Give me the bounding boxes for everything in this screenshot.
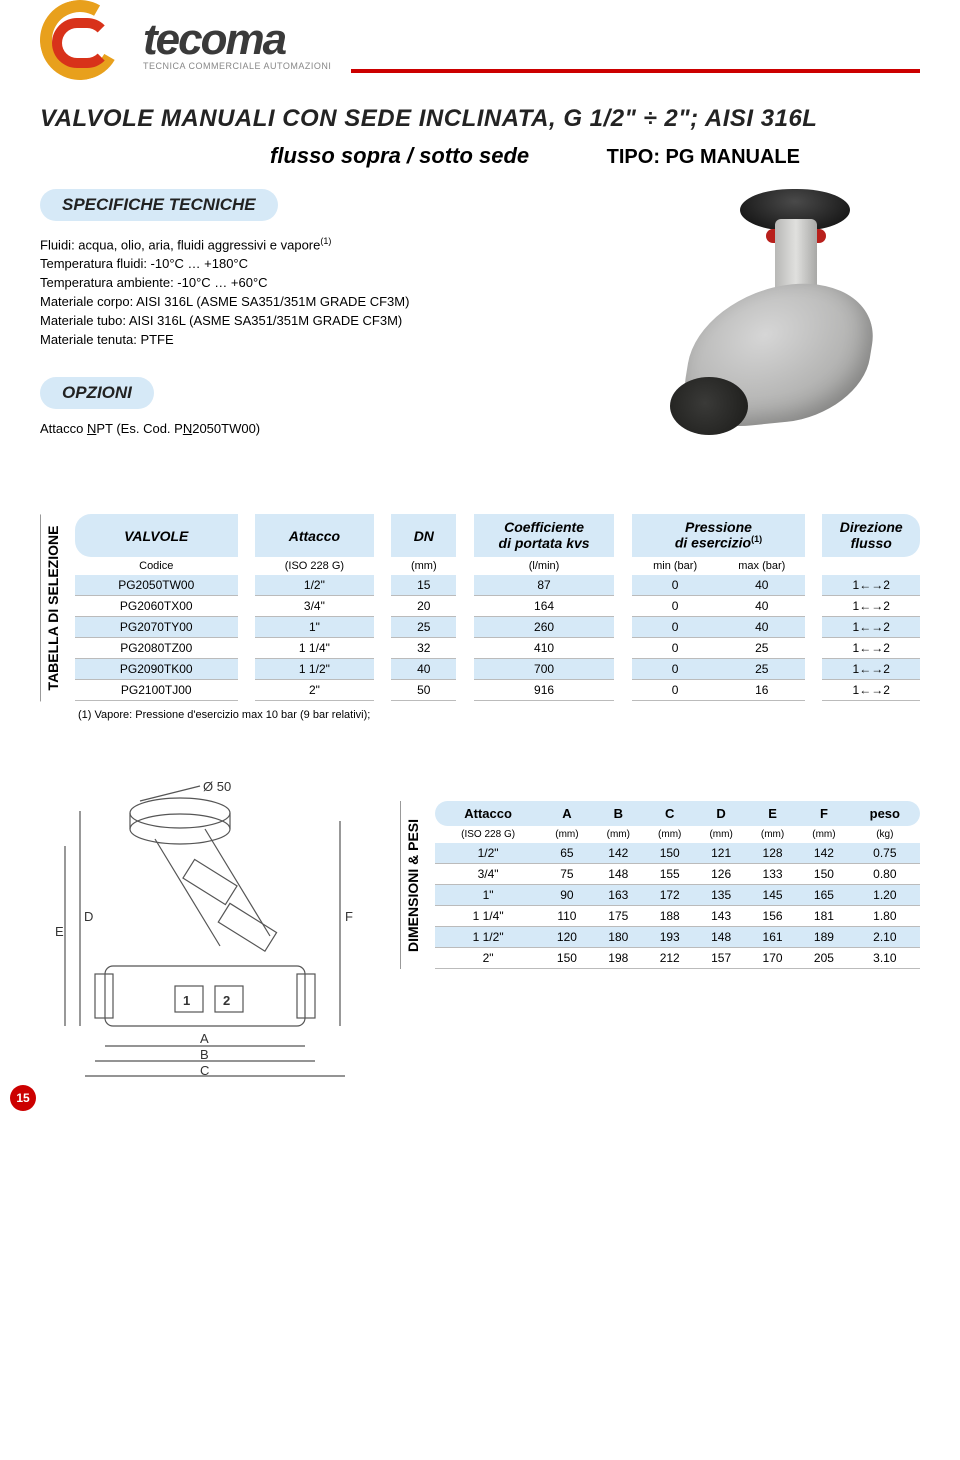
brand-name: tecoma xyxy=(143,15,285,64)
dim-hdr-cell: E xyxy=(747,801,798,826)
table-row: 2"1501982121571702053.10 xyxy=(435,948,920,969)
table-row: PG2070TY001"252600401←→2 xyxy=(75,617,920,638)
page-number: 15 xyxy=(10,1085,36,1111)
subtitle-right: TIPO: PG MANUALE xyxy=(607,146,800,169)
sel-unit: Codice xyxy=(75,557,238,575)
logo-mark-icon xyxy=(40,0,135,85)
dim-unit-cell: (mm) xyxy=(644,826,695,843)
table-row: PG2100TJ002"509160161←→2 xyxy=(75,680,920,701)
dim-hdr-cell: B xyxy=(593,801,644,826)
spec-line: Materiale tubo: AISI 316L (ASME SA351/35… xyxy=(40,312,600,331)
table-row: 1 1/2"1201801931481611892.10 xyxy=(435,927,920,948)
spec-line: Temperatura fluidi: -10°C … +180°C xyxy=(40,255,600,274)
dim-unit-cell: (mm) xyxy=(798,826,849,843)
dimensions-table-label: DIMENSIONI & PESI xyxy=(400,801,425,969)
sel-unit: (mm) xyxy=(391,557,456,575)
svg-text:1: 1 xyxy=(183,993,190,1008)
sel-hdr-kvs: Coefficientedi portata kvs xyxy=(474,514,615,557)
brand-logo: tecoma TECNICA COMMERCIALE AUTOMAZIONI xyxy=(40,0,331,85)
svg-text:C: C xyxy=(200,1063,209,1078)
sel-hdr-dn: DN xyxy=(391,514,456,557)
dimensional-drawing: Ø 50 E D F A B C 1 2 xyxy=(40,781,370,1081)
svg-text:E: E xyxy=(55,924,64,939)
brand-tagline: TECNICA COMMERCIALE AUTOMAZIONI xyxy=(143,61,331,71)
dim-hdr-cell: peso xyxy=(850,801,920,826)
sel-footnote: (1) Vapore: Pressione d'esercizio max 10… xyxy=(78,709,920,721)
table-row: PG2090TK001 1/2"407000251←→2 xyxy=(75,659,920,680)
page-title: VALVOLE MANUALI CON SEDE INCLINATA, G 1/… xyxy=(40,105,920,133)
dim-unit-cell: (mm) xyxy=(695,826,746,843)
svg-text:Ø 50: Ø 50 xyxy=(203,781,231,794)
spec-sup: (1) xyxy=(320,236,331,246)
header-rule xyxy=(351,69,920,73)
table-row: 1 1/4"1101751881431561811.80 xyxy=(435,906,920,927)
svg-text:2: 2 xyxy=(223,993,230,1008)
sel-hdr-direzione: Direzioneflusso xyxy=(822,514,920,557)
options-header-pill: OPZIONI xyxy=(40,377,154,409)
dim-unit-cell: (ISO 228 G) xyxy=(435,826,541,843)
table-row: PG2050TW001/2"15870401←→2 xyxy=(75,575,920,596)
spec-line: Fluidi: acqua, olio, aria, fluidi aggres… xyxy=(40,237,320,252)
spec-header-pill: SPECIFICHE TECNICHE xyxy=(40,189,278,221)
sel-unit: max (bar) xyxy=(718,557,805,575)
table-row: PG2080TZ001 1/4"324100251←→2 xyxy=(75,638,920,659)
dim-unit-cell: (kg) xyxy=(850,826,920,843)
dim-unit-cell: (mm) xyxy=(541,826,592,843)
valve-product-image xyxy=(630,189,920,464)
dim-hdr-cell: D xyxy=(695,801,746,826)
dim-hdr-cell: F xyxy=(798,801,849,826)
table-row: PG2060TX003/4"201640401←→2 xyxy=(75,596,920,617)
options-text: Attacco NPT (Es. Cod. PN2050TW00) xyxy=(40,421,600,436)
subtitle-left: flusso sopra / sotto sede xyxy=(270,143,529,169)
selection-table-label: TABELLA DI SELEZIONE xyxy=(40,514,65,701)
sel-hdr-pressione: Pressionedi esercizio(1) xyxy=(632,514,805,557)
table-row: 1/2"651421501211281420.75 xyxy=(435,843,920,864)
table-row: 1"901631721351451651.20 xyxy=(435,885,920,906)
sel-hdr-attacco: Attacco xyxy=(255,514,374,557)
selection-table: VALVOLE Attacco DN Coefficientedi portat… xyxy=(75,514,920,701)
sel-hdr-valvole: VALVOLE xyxy=(75,514,238,557)
svg-text:F: F xyxy=(345,909,353,924)
dim-hdr-cell: A xyxy=(541,801,592,826)
svg-text:D: D xyxy=(84,909,93,924)
table-row: 3/4"751481551261331500.80 xyxy=(435,864,920,885)
dimensions-table: AttaccoABCDEFpeso (ISO 228 G)(mm)(mm)(mm… xyxy=(435,801,920,969)
sel-unit: (ISO 228 G) xyxy=(255,557,374,575)
svg-text:B: B xyxy=(200,1047,209,1062)
sel-unit: min (bar) xyxy=(632,557,719,575)
dim-hdr-cell: C xyxy=(644,801,695,826)
sel-unit: (l/min) xyxy=(474,557,615,575)
spec-line: Materiale corpo: AISI 316L (ASME SA351/3… xyxy=(40,293,600,312)
specs-list: Fluidi: acqua, olio, aria, fluidi aggres… xyxy=(40,235,600,349)
dim-hdr-cell: Attacco xyxy=(435,801,541,826)
spec-line: Temperatura ambiente: -10°C … +60°C xyxy=(40,274,600,293)
svg-text:A: A xyxy=(200,1031,209,1046)
dim-unit-cell: (mm) xyxy=(747,826,798,843)
dim-unit-cell: (mm) xyxy=(593,826,644,843)
spec-line: Materiale tenuta: PTFE xyxy=(40,331,600,350)
